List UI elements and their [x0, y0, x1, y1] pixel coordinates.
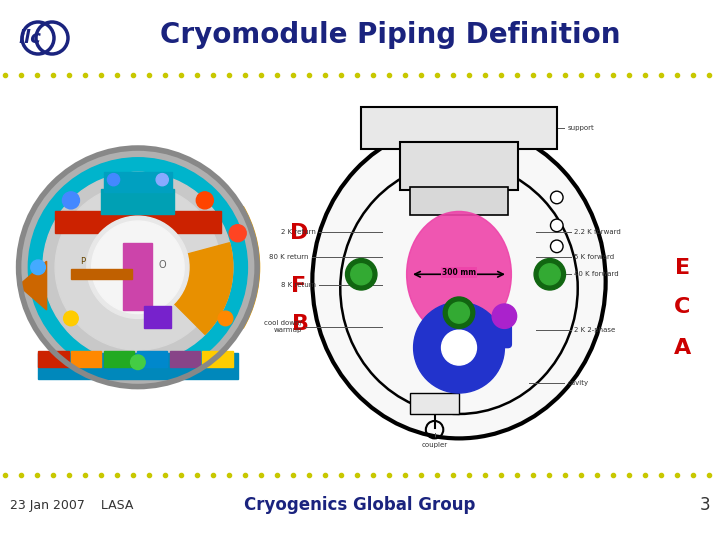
Text: D: D — [289, 223, 308, 244]
Text: O: O — [158, 260, 166, 270]
Bar — [361, 107, 557, 148]
Bar — [102, 190, 174, 214]
Text: 80 K return: 80 K return — [269, 254, 309, 260]
Ellipse shape — [407, 212, 511, 337]
Bar — [169, 352, 200, 367]
Bar — [55, 211, 220, 233]
Circle shape — [63, 311, 78, 326]
Text: ilc: ilc — [19, 29, 42, 47]
Circle shape — [551, 191, 563, 204]
Circle shape — [351, 264, 372, 285]
Text: B: B — [292, 314, 310, 334]
Bar — [400, 141, 518, 191]
Text: 23 Jan 2007    LASA: 23 Jan 2007 LASA — [10, 498, 133, 511]
Text: cool down/
warmup: cool down/ warmup — [264, 320, 302, 333]
Bar — [410, 187, 508, 215]
Text: A: A — [674, 338, 691, 359]
Circle shape — [156, 173, 168, 186]
Text: E: E — [675, 258, 690, 279]
Circle shape — [107, 173, 120, 186]
Bar — [137, 352, 167, 367]
Bar — [38, 352, 68, 367]
Circle shape — [534, 259, 565, 290]
Circle shape — [130, 355, 145, 369]
Circle shape — [218, 311, 233, 326]
Bar — [144, 306, 171, 328]
Circle shape — [229, 225, 246, 242]
Text: F: F — [291, 276, 307, 296]
Circle shape — [86, 216, 189, 319]
Circle shape — [43, 172, 233, 362]
FancyBboxPatch shape — [466, 323, 511, 348]
Circle shape — [551, 219, 563, 232]
Circle shape — [413, 302, 505, 393]
Text: C: C — [675, 296, 690, 317]
Bar — [410, 393, 459, 414]
Circle shape — [539, 264, 560, 285]
Text: Cryomodule Piping Definition: Cryomodule Piping Definition — [160, 21, 620, 49]
Text: 2.2 K forward: 2.2 K forward — [575, 230, 621, 235]
Circle shape — [444, 297, 474, 328]
Wedge shape — [138, 242, 233, 334]
Wedge shape — [138, 206, 260, 328]
Bar — [202, 352, 233, 367]
Circle shape — [492, 304, 517, 328]
Text: 40 K forward: 40 K forward — [575, 271, 619, 277]
Text: 2 K 2-phase: 2 K 2-phase — [575, 327, 616, 333]
Text: 8 K return: 8 K return — [281, 282, 316, 288]
Circle shape — [19, 148, 257, 387]
Text: Cryogenics Global Group: Cryogenics Global Group — [244, 496, 476, 514]
Circle shape — [346, 259, 377, 290]
Circle shape — [28, 158, 248, 377]
Polygon shape — [19, 261, 47, 310]
Text: coupler: coupler — [421, 442, 448, 448]
Text: P: P — [81, 256, 86, 266]
Circle shape — [63, 192, 79, 209]
Circle shape — [31, 260, 45, 275]
Bar — [38, 353, 238, 379]
Text: 5 K forward: 5 K forward — [575, 254, 614, 260]
Text: 2 K return: 2 K return — [281, 230, 316, 235]
Circle shape — [441, 330, 477, 365]
Bar — [104, 352, 134, 367]
Circle shape — [449, 302, 469, 323]
Circle shape — [91, 221, 184, 314]
Ellipse shape — [312, 124, 606, 438]
Text: 300 mm: 300 mm — [442, 268, 476, 277]
Text: cavity: cavity — [567, 380, 588, 386]
Text: support: support — [567, 125, 594, 131]
Bar — [71, 352, 102, 367]
Circle shape — [551, 240, 563, 253]
Text: 3: 3 — [699, 496, 710, 514]
Bar — [123, 243, 153, 310]
Bar — [71, 268, 132, 280]
Bar — [104, 172, 172, 192]
Circle shape — [55, 185, 220, 350]
Circle shape — [197, 192, 213, 209]
